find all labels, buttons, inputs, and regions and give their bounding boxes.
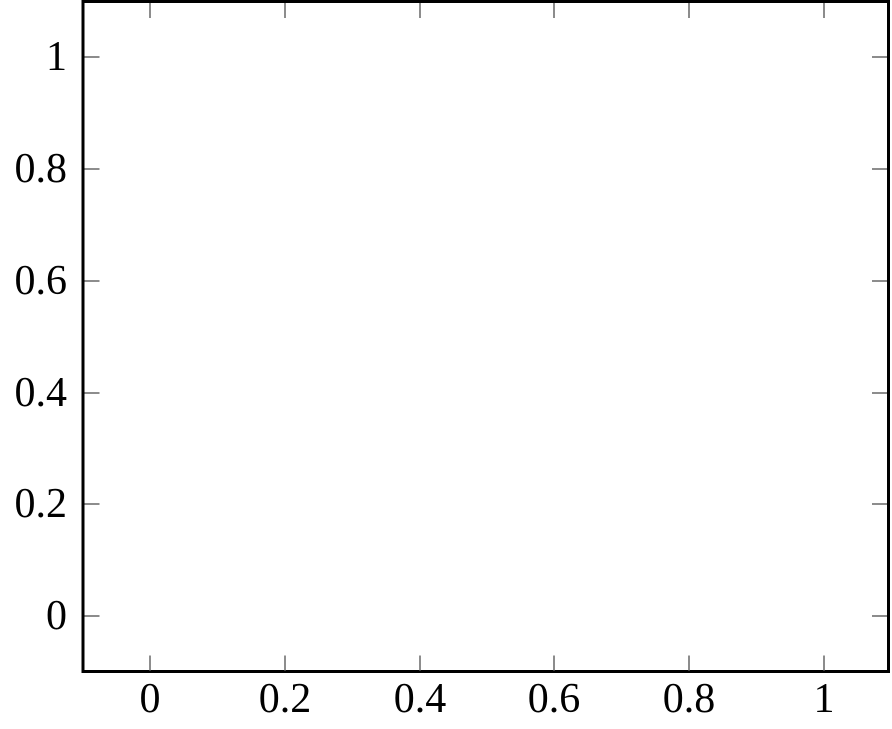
y-axis-right-ticks [872, 56, 887, 617]
y-axis-left-ticks [84, 56, 100, 617]
x-tick-label: 0 [139, 676, 161, 722]
y-tick-label: 1 [46, 33, 67, 80]
y-tick-label: 0.4 [14, 369, 68, 416]
x-axis-top-ticks [149, 3, 825, 18]
x-tick-label: 0.2 [258, 676, 312, 722]
x-axis-bottom-ticks [149, 655, 825, 671]
x-tick-label: 0.6 [527, 676, 581, 722]
y-tick-label: 0.2 [14, 480, 68, 527]
axis-frame [81, 0, 890, 673]
y-tick-label: 0 [46, 592, 67, 639]
y-tick-label: 0.8 [14, 145, 68, 192]
x-tick-label: 0.8 [662, 676, 716, 722]
x-tick-label: 1 [813, 676, 835, 722]
x-tick-label: 0.4 [393, 676, 447, 722]
y-tick-label: 0.6 [14, 257, 68, 304]
